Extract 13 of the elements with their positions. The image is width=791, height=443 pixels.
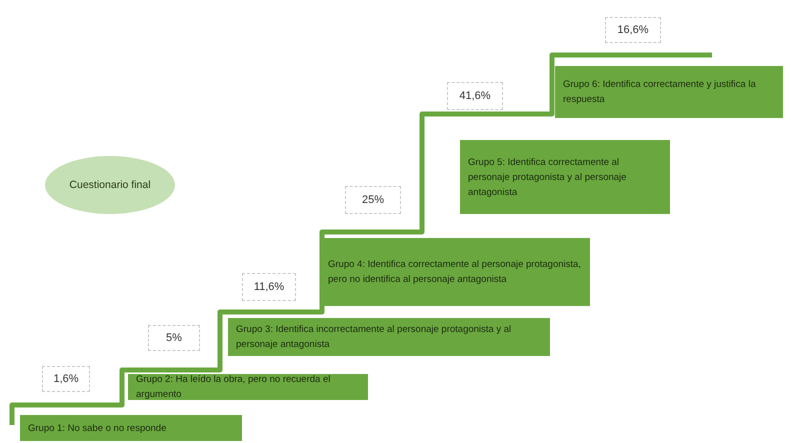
category-label: Grupo 2: Ha leído la obra, pero no recuerda el argumento (128, 374, 368, 400)
category-label: Grupo 6: Identifica correctamente y justifica la respuesta (555, 66, 783, 118)
data-label: 11,6% (242, 273, 296, 301)
data-label: 25% (345, 186, 401, 214)
data-label: 5% (148, 325, 200, 351)
data-label: 41,6% (447, 82, 503, 110)
data-label: 1,6% (42, 366, 90, 392)
category-label: Grupo 3: Identifica incorrectamente al personaje protagonista y al personaje antagonista (228, 318, 550, 356)
category-label: Grupo 1: No sabe o no responde (20, 415, 242, 441)
category-label: Grupo 5: Identifica correctamente al personaje protagonista y al personaje antagonista (460, 140, 670, 214)
ellipse-label: Cuestionario final (45, 156, 175, 214)
data-label: 16,6% (605, 17, 661, 43)
category-label: Grupo 4: Identifica correctamente al personaje protagonista, pero no identifica al personaje antagonista (320, 238, 590, 306)
